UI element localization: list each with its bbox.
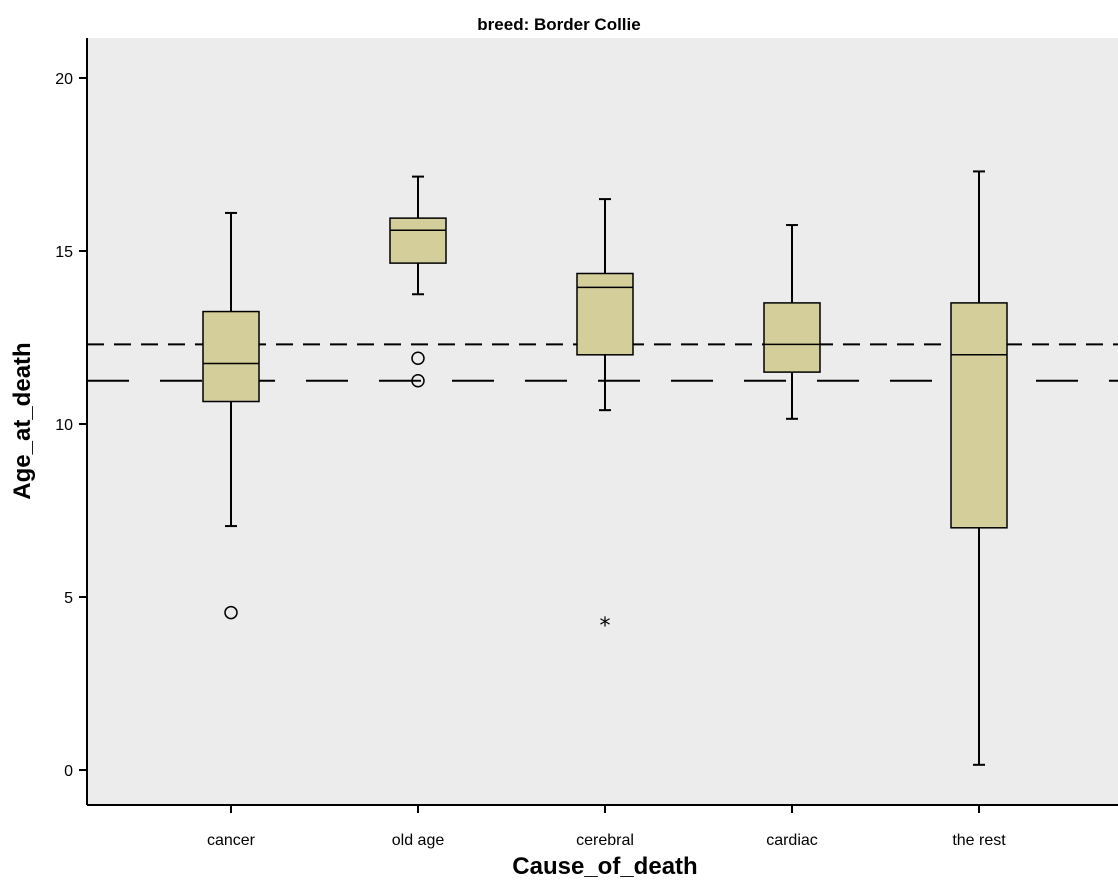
extreme-outlier-point: * [600, 614, 611, 639]
y-axis-title: Age_at_death [9, 342, 36, 499]
outlier-point [411, 374, 425, 388]
x-axis-title: Cause_of_death [512, 853, 697, 880]
y-tick-label: 0 [64, 763, 73, 780]
x-tick-label: old age [392, 832, 445, 849]
box-old-age [389, 175, 447, 388]
x-tick-label: cancer [207, 832, 256, 849]
x-axis: cancer old age cerebral cardiac the rest [87, 804, 1118, 849]
plot-area [87, 38, 1118, 805]
iqr-box [576, 272, 634, 356]
y-tick-label: 5 [64, 590, 73, 607]
x-tick-label: cerebral [576, 832, 634, 849]
y-axis: 0 5 10 15 20 [55, 38, 88, 805]
iqr-box [763, 302, 821, 373]
box-cancer [202, 211, 260, 620]
y-tick-label: 20 [55, 71, 73, 88]
outlier-point [411, 351, 425, 366]
boxes-group: * [202, 170, 1008, 766]
y-tick-label: 10 [55, 417, 73, 434]
box-the-rest [950, 170, 1008, 766]
x-tick-label: the rest [952, 832, 1006, 849]
iqr-box [950, 302, 1008, 529]
iqr-box [202, 310, 260, 403]
outlier-point [224, 605, 238, 620]
y-tick-label: 15 [55, 244, 73, 261]
chart-title: breed: Border Collie [477, 15, 640, 34]
x-tick-label: cardiac [766, 832, 818, 849]
box-cardiac [763, 224, 821, 420]
iqr-box [389, 217, 447, 264]
box-cerebral: * [576, 198, 634, 639]
